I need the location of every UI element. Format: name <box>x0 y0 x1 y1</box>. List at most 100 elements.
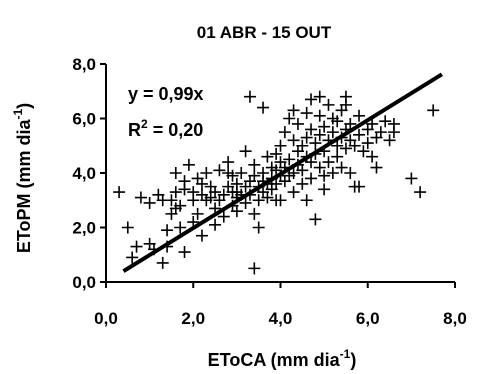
data-point <box>305 123 318 136</box>
x-axis-label-sup: -1 <box>340 347 351 361</box>
data-point <box>318 169 331 182</box>
data-point <box>191 207 204 220</box>
x-tick-label: 6,0 <box>356 309 380 328</box>
x-tick-label: 2,0 <box>181 309 205 328</box>
data-point <box>313 90 326 103</box>
data-point <box>331 139 344 152</box>
equation-label: y = 0,99x <box>128 84 204 104</box>
data-point <box>195 177 208 190</box>
data-point <box>383 134 396 147</box>
data-point <box>261 191 274 204</box>
data-point <box>374 126 387 139</box>
data-point <box>405 172 418 185</box>
data-point <box>366 150 379 163</box>
data-point <box>235 167 248 179</box>
data-point <box>313 109 326 122</box>
data-point <box>169 167 182 179</box>
y-tick-label: 6,0 <box>72 110 96 129</box>
data-point <box>296 177 309 190</box>
data-point <box>339 90 352 103</box>
plot-area <box>113 72 443 275</box>
data-point <box>353 109 366 122</box>
data-point <box>252 194 265 207</box>
y-tick-label: 2,0 <box>72 219 96 238</box>
regression-equation: y = 0,99x R2 = 0,20 <box>128 84 204 140</box>
data-point <box>344 167 357 179</box>
data-point <box>318 120 331 133</box>
data-point <box>243 90 256 103</box>
data-point <box>222 156 235 169</box>
x-tick-label: 0,0 <box>94 309 118 328</box>
y-axis-label-main: EToPM (mm dia <box>14 119 34 254</box>
data-point <box>287 134 300 147</box>
data-point <box>248 158 261 171</box>
data-point <box>318 183 331 196</box>
data-point <box>287 167 300 179</box>
data-point <box>300 131 313 144</box>
data-point <box>213 164 226 177</box>
y-tick-labels: 0,0 2,0 4,0 6,0 8,0 <box>72 55 106 292</box>
y-tick-label: 0,0 <box>72 273 96 292</box>
data-point <box>339 142 352 155</box>
data-point <box>300 107 313 120</box>
data-point <box>313 128 326 141</box>
data-point <box>353 180 366 193</box>
data-point <box>209 186 222 199</box>
data-point <box>287 186 300 199</box>
regression-line <box>122 72 443 273</box>
data-point <box>134 191 147 204</box>
data-point <box>187 186 200 199</box>
x-axis-label: EToCA (mm dia-1) <box>208 347 357 370</box>
data-point <box>326 126 339 139</box>
data-point <box>326 167 339 179</box>
data-point <box>283 153 296 166</box>
data-point <box>156 194 169 207</box>
data-point <box>270 147 283 160</box>
data-point <box>305 172 318 185</box>
data-point <box>174 221 187 234</box>
data-point <box>353 128 366 141</box>
data-point <box>274 139 287 152</box>
x-tick-label: 4,0 <box>269 309 293 328</box>
data-point <box>379 115 392 128</box>
data-point <box>130 240 143 253</box>
data-point <box>335 161 348 174</box>
data-point <box>121 221 134 234</box>
data-point <box>344 117 357 130</box>
data-point <box>361 137 374 150</box>
data-point <box>169 202 182 215</box>
x-tick-label: 8,0 <box>443 309 467 328</box>
data-point <box>270 177 283 190</box>
data-point <box>309 137 322 150</box>
data-point <box>348 139 361 152</box>
data-point <box>182 158 195 171</box>
y-axis-label: EToPM (mm dia-1) <box>11 103 34 253</box>
r-squared-value: = 0,20 <box>148 120 204 140</box>
data-point <box>261 150 274 163</box>
data-point <box>387 126 400 139</box>
data-point <box>331 150 344 163</box>
x-axis-label-end: ) <box>350 350 356 370</box>
y-tick-label: 8,0 <box>72 55 96 74</box>
data-point <box>414 186 427 199</box>
data-point <box>248 207 261 220</box>
data-point <box>113 186 126 199</box>
data-point <box>296 164 309 177</box>
data-point <box>309 213 322 226</box>
x-axis-label-main: EToCA (mm dia <box>208 350 341 370</box>
data-point <box>322 156 335 169</box>
y-axis-label-end: ) <box>14 103 34 109</box>
y-axis-label-sup: -1 <box>11 108 25 119</box>
r-squared-main: R <box>128 120 141 140</box>
data-point <box>248 169 261 182</box>
data-point <box>178 175 191 188</box>
data-point <box>239 196 252 209</box>
x-tick-labels: 0,0 2,0 4,0 6,0 8,0 <box>94 282 467 328</box>
data-point <box>370 161 383 174</box>
data-point <box>222 167 235 179</box>
data-point <box>287 104 300 117</box>
data-point <box>366 117 379 130</box>
data-point <box>305 156 318 169</box>
data-point <box>200 167 213 179</box>
data-point <box>248 262 261 275</box>
